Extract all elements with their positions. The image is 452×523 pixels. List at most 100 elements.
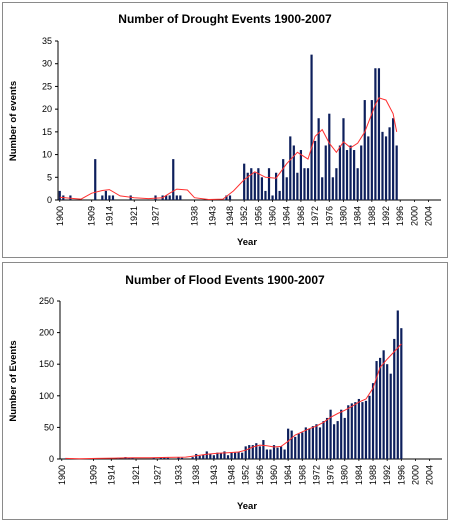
x-tick-label: 1938 <box>190 206 200 226</box>
bar <box>350 403 353 459</box>
bar <box>353 150 356 200</box>
bar <box>94 159 97 200</box>
bar <box>58 190 61 200</box>
x-tick-label: 1984 <box>353 206 363 226</box>
bar <box>292 145 295 200</box>
bar <box>389 373 392 459</box>
x-tick-label: 1956 <box>253 206 263 226</box>
x-tick-label: 1976 <box>326 465 336 485</box>
bar <box>278 190 281 200</box>
bar <box>101 195 104 200</box>
bar <box>289 136 292 200</box>
x-tick-label: 1921 <box>131 465 141 485</box>
bar <box>237 452 240 459</box>
x-tick-label: 1988 <box>367 206 377 226</box>
bar <box>377 68 381 200</box>
bar <box>243 163 246 200</box>
bar <box>338 145 342 200</box>
x-tick-label: 1964 <box>282 206 292 226</box>
bar <box>325 417 329 459</box>
bar <box>258 446 261 459</box>
bar <box>267 168 271 200</box>
bar <box>152 457 155 459</box>
bar <box>165 195 168 200</box>
bar <box>241 452 244 459</box>
bar <box>223 451 226 459</box>
bar <box>195 453 198 459</box>
bar <box>209 453 212 459</box>
bar <box>287 428 290 459</box>
bar <box>393 338 396 459</box>
x-tick-label: 1927 <box>151 206 161 226</box>
bar <box>336 421 339 459</box>
bar <box>285 177 288 200</box>
x-tick-label: 1900 <box>55 206 65 226</box>
x-tick-label: 1968 <box>296 206 306 226</box>
bar <box>310 54 313 200</box>
x-tick-label: 1909 <box>89 465 99 485</box>
bar <box>395 145 398 200</box>
bar <box>228 195 232 200</box>
bar <box>381 131 384 200</box>
x-tick-label: 1976 <box>324 206 334 226</box>
bar <box>282 159 285 200</box>
y-tick-label: 35 <box>42 36 52 46</box>
plot-area: 0 5 10 15 20 25 30 35 1900 1909 1914 1921 1927 1938 19… <box>42 36 441 226</box>
bar <box>396 310 399 459</box>
bar <box>315 424 318 459</box>
bar <box>244 446 247 459</box>
bar <box>276 447 279 459</box>
y-tick-label: 200 <box>39 328 54 338</box>
x-tick-label: 1952 <box>241 465 251 485</box>
bar <box>226 455 230 459</box>
bar <box>219 453 223 459</box>
bar <box>375 361 378 459</box>
bar <box>233 452 237 459</box>
bar <box>321 177 324 200</box>
bar <box>175 195 178 200</box>
bar <box>260 177 264 200</box>
x-tick-label: 1948 <box>225 206 235 226</box>
flood-chart: Number of Flood Events 1900-2007 Number … <box>8 273 442 512</box>
bar <box>111 195 115 200</box>
bar <box>386 364 389 459</box>
bar <box>205 451 208 459</box>
bar <box>172 159 175 200</box>
bar <box>370 100 373 200</box>
x-tick-label: 1980 <box>340 465 350 485</box>
y-axis-title: Number of Events <box>8 340 19 421</box>
bar <box>342 118 345 200</box>
trend-line <box>65 343 402 460</box>
bar <box>262 440 265 459</box>
x-tick-label: 1909 <box>87 206 97 226</box>
bar <box>324 145 327 200</box>
bar <box>314 140 317 200</box>
bar <box>202 454 205 459</box>
bar <box>198 455 201 459</box>
bar <box>251 445 254 459</box>
bar <box>379 357 382 459</box>
y-tick-label: 100 <box>39 391 54 401</box>
x-tick-label: 1968 <box>297 465 307 485</box>
bar <box>177 457 180 459</box>
bar <box>311 426 314 459</box>
bar <box>191 457 194 459</box>
x-tick-label: 1927 <box>152 465 162 485</box>
drought-chart: Number of Drought Events 1900-2007 Numbe… <box>8 12 441 248</box>
bar <box>328 113 331 200</box>
bar <box>299 150 303 200</box>
bar <box>166 457 169 459</box>
bar <box>216 452 219 459</box>
bar <box>265 449 269 459</box>
bar <box>283 449 286 459</box>
bar <box>392 118 395 200</box>
bar <box>322 421 325 459</box>
bar <box>388 127 391 200</box>
bar <box>382 350 385 459</box>
bar <box>340 409 343 459</box>
x-tick-label: 1992 <box>381 206 391 226</box>
bar <box>271 195 274 200</box>
bar <box>255 443 258 459</box>
bar <box>264 190 267 200</box>
y-tick-label: 0 <box>49 454 54 464</box>
